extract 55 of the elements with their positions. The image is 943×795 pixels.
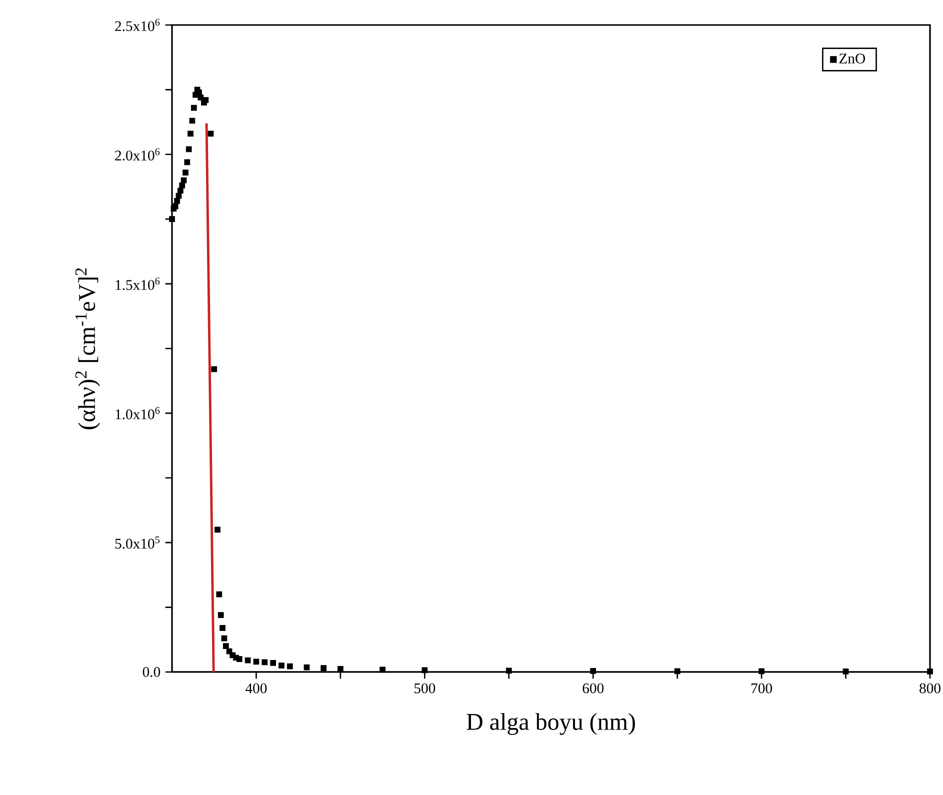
point [174,198,180,204]
point [220,625,226,631]
y-tick-label: 1.0x10$^{6}$ [116,407,160,420]
y-tick-label: 2.0x10$^{6}$ [115,148,160,161]
point [304,664,310,670]
point [180,177,187,184]
x-tick-label: 600 [582,683,604,694]
point [190,104,197,111]
x-tick-label: 400 [246,683,267,694]
point [179,182,186,188]
y-tick-label: 5.0x10$^{5}$ [115,536,160,549]
point [202,97,209,103]
point [176,192,182,199]
y-tick-label: 1.5x10$^{6}$ [116,278,160,290]
x-tick-label: 500 [414,683,436,694]
point [236,656,242,662]
point [221,635,228,642]
point [674,668,680,674]
point [278,662,284,668]
point [172,203,178,210]
point [216,591,222,598]
point [214,526,220,533]
point [177,188,184,194]
point [253,658,260,665]
point [184,159,190,166]
point [218,612,224,618]
point [338,666,344,672]
point [758,668,764,674]
point [506,668,512,674]
y-tick-label: 0.0 [142,667,160,677]
point [320,665,327,672]
point [189,118,196,124]
point [842,668,849,674]
x-tick-label: 700 [752,683,772,694]
point [380,666,386,673]
point [208,130,214,137]
point [270,660,276,666]
point [244,657,251,664]
point [590,668,596,674]
point [211,366,218,372]
point [286,663,293,670]
point [198,94,204,100]
x-axis-title: D alga boyu (nm) [466,713,635,735]
point [186,146,192,152]
point [262,659,268,666]
point [222,643,229,650]
point [188,130,194,137]
point [422,667,428,674]
point [182,170,188,176]
point [169,216,175,222]
x-tick-label: 800 [920,683,940,694]
y-tick-label: 2.5x10$^{6}$ [115,18,160,32]
point [927,668,933,674]
y-axis-title: (αhν)$^{2}$ [cm$^{-1}$eV]$^{2}$ [75,268,100,430]
legend-label: ZnO [839,54,865,64]
